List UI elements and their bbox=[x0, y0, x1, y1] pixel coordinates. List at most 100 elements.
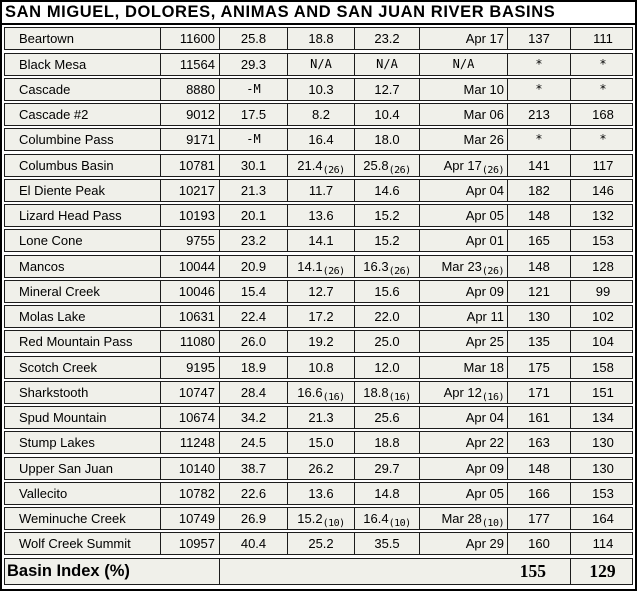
elevation-cell: 10782 bbox=[161, 482, 220, 504]
pct-of-median-cell: 128 bbox=[592, 258, 614, 274]
footnote-marker: (10) bbox=[481, 518, 505, 529]
median-cell: 29.7 bbox=[355, 457, 420, 479]
peak-date-cell: Apr 05 bbox=[420, 205, 508, 226]
pct-of-average-cell: 130 bbox=[508, 306, 571, 327]
median-cell: 14.6 bbox=[355, 179, 420, 201]
pct-of-average-cell: * bbox=[508, 129, 571, 151]
elevation-cell: 10631 bbox=[161, 306, 220, 327]
pct-of-average-cell: 165 bbox=[508, 230, 571, 252]
elevation-cell: 10217 bbox=[161, 179, 220, 201]
table-row: Lizard Head Pass 10193 20.1 13.6 15.2 Apr 05 1… bbox=[4, 204, 633, 227]
basin-index-pct-median: 129 bbox=[589, 560, 616, 581]
pct-of-median-cell: 117 bbox=[592, 157, 614, 173]
table-row: Columbine Pass 9171 -M 16.4 18.0 Mar 26 * * bbox=[4, 128, 633, 152]
average-cell: 25.2 bbox=[288, 533, 355, 555]
peak-date-cell: Apr 29 bbox=[420, 533, 508, 555]
pct-of-median-cell: 151 bbox=[592, 384, 614, 400]
median-cell: 15.2 bbox=[355, 230, 420, 252]
median-cell: 18.0 bbox=[355, 129, 420, 151]
elevation-cell: 10747 bbox=[161, 381, 220, 403]
peak-date-cell: Apr 04 bbox=[420, 179, 508, 201]
average-cell: 8.2 bbox=[288, 104, 355, 125]
pct-of-median-cell: 164 bbox=[592, 511, 614, 526]
average-cell: 21.4(26) bbox=[288, 154, 355, 176]
median-cell: 25.8(26) bbox=[355, 154, 420, 176]
peak-date-cell: Apr 04 bbox=[420, 407, 508, 428]
pct-of-average-cell: 177 bbox=[508, 508, 571, 529]
elevation-cell: 11600 bbox=[161, 28, 220, 50]
station-name-cell: Scotch Creek bbox=[5, 356, 161, 378]
snow-water-equivalent-cell: 15.4 bbox=[220, 280, 288, 302]
snow-water-equivalent-cell: 23.2 bbox=[220, 230, 288, 252]
footnote-marker: (26) bbox=[388, 164, 412, 176]
report-title: SAN MIGUEL, DOLORES, ANIMAS AND SAN JUAN… bbox=[2, 2, 635, 25]
station-name-cell: Black Mesa bbox=[5, 53, 161, 75]
snow-water-equivalent-cell: 29.3 bbox=[220, 53, 288, 75]
median-cell: 10.4 bbox=[355, 104, 420, 125]
pct-of-median-cell: 158 bbox=[592, 359, 614, 375]
median-cell: 15.2 bbox=[355, 205, 420, 226]
pct-of-average-cell: 141 bbox=[508, 154, 571, 176]
pct-of-average-cell: 171 bbox=[508, 381, 571, 403]
average-cell: 26.2 bbox=[288, 457, 355, 479]
elevation-cell: 9012 bbox=[161, 104, 220, 125]
average-cell: 12.7 bbox=[288, 280, 355, 302]
station-name-cell: Beartown bbox=[5, 28, 161, 50]
elevation-cell: 9195 bbox=[161, 356, 220, 378]
average-cell: 10.3 bbox=[288, 78, 355, 100]
median-cell: 18.8 bbox=[355, 432, 420, 454]
pct-of-average-cell: 148 bbox=[508, 457, 571, 479]
station-name-cell: Cascade bbox=[5, 78, 161, 100]
basin-index-pct-average: 155 bbox=[220, 558, 571, 584]
footnote-marker: (16) bbox=[322, 391, 346, 403]
table-row: Stump Lakes 11248 24.5 15.0 18.8 Apr 22 163 130 bbox=[4, 431, 633, 455]
snow-water-equivalent-cell: 26.9 bbox=[220, 508, 288, 529]
peak-date-cell: Mar 06 bbox=[420, 104, 508, 125]
table-row: Spud Mountain 10674 34.2 21.3 25.6 Apr 04 161 1… bbox=[4, 406, 633, 429]
peak-date-cell: Apr 05 bbox=[420, 482, 508, 504]
peak-date-cell: Apr 17(26) bbox=[420, 154, 508, 176]
snow-water-equivalent-cell: 25.8 bbox=[220, 28, 288, 50]
pct-of-average-cell: 148 bbox=[508, 205, 571, 226]
table-row: El Diente Peak 10217 21.3 11.7 14.6 Apr 04 182… bbox=[4, 178, 633, 202]
elevation-cell: 10044 bbox=[161, 255, 220, 277]
station-name-cell: Spud Mountain bbox=[5, 407, 161, 428]
pct-of-average-cell: 121 bbox=[508, 280, 571, 302]
peak-date-cell: Apr 25 bbox=[420, 331, 508, 353]
peak-date-cell: Mar 28(10) bbox=[420, 508, 508, 529]
snow-water-equivalent-cell: 40.4 bbox=[220, 533, 288, 555]
table-row: Cascade 8880 -M 10.3 12.7 Mar 10 * * bbox=[4, 77, 633, 101]
average-cell: 15.2(10) bbox=[288, 508, 355, 529]
table-row: Sharkstooth 10747 28.4 16.6(16) 18.8(16) Apr … bbox=[4, 380, 633, 404]
table-row: Cascade #2 9012 17.5 8.2 10.4 Mar 06 213 168 bbox=[4, 103, 633, 126]
footnote-marker: (26) bbox=[322, 164, 346, 176]
peak-date-cell: Apr 09 bbox=[420, 457, 508, 479]
median-cell: 15.6 bbox=[355, 280, 420, 302]
table-row: Mineral Creek 10046 15.4 12.7 15.6 Apr 09 121 9… bbox=[4, 279, 633, 303]
basin-index-row: Basin Index (%) 155 129 bbox=[4, 557, 633, 585]
median-cell: 25.6 bbox=[355, 407, 420, 428]
median-cell: N/A bbox=[355, 53, 420, 75]
table-row: Lone Cone 9755 23.2 14.1 15.2 Apr 01 165 153 bbox=[4, 229, 633, 253]
station-name-cell: Stump Lakes bbox=[5, 432, 161, 454]
average-cell: N/A bbox=[288, 53, 355, 75]
median-cell: 25.0 bbox=[355, 331, 420, 353]
pct-of-median-cell: 130 bbox=[592, 435, 614, 451]
snow-water-equivalent-cell: 38.7 bbox=[220, 457, 288, 479]
station-name-cell: Red Mountain Pass bbox=[5, 331, 161, 353]
station-name-cell: Molas Lake bbox=[5, 306, 161, 327]
median-cell: 14.8 bbox=[355, 482, 420, 504]
table-row: Upper San Juan 10140 38.7 26.2 29.7 Apr 09 148… bbox=[4, 456, 633, 480]
station-name-cell: Cascade #2 bbox=[5, 104, 161, 125]
snow-water-equivalent-cell: 21.3 bbox=[220, 179, 288, 201]
peak-date-cell: Apr 12(16) bbox=[420, 381, 508, 403]
elevation-cell: 10781 bbox=[161, 154, 220, 176]
pct-of-median-cell: 99 bbox=[595, 283, 611, 299]
average-cell: 13.6 bbox=[288, 482, 355, 504]
table-row: Beartown 11600 25.8 18.8 23.2 Apr 17 137 111 bbox=[4, 27, 633, 51]
footnote-marker: (26) bbox=[481, 265, 505, 277]
station-name-cell: Columbus Basin bbox=[5, 154, 161, 176]
pct-of-average-cell: 161 bbox=[508, 407, 571, 428]
station-name-cell: Lone Cone bbox=[5, 230, 161, 252]
